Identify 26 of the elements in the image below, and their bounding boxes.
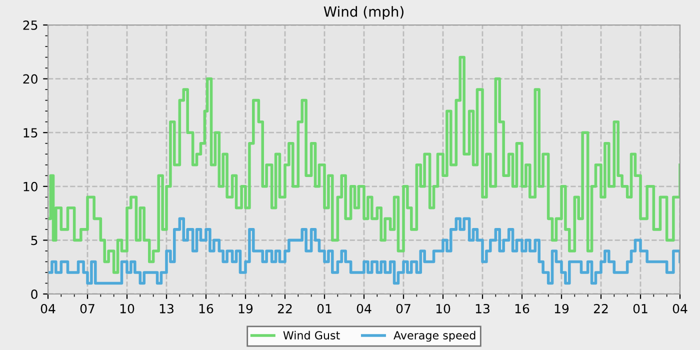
y-tick-label: 25 [23,20,38,30]
x-tick-label: 04 [672,304,688,314]
x-tick-label: 04 [40,304,56,314]
y-tick-label: 10 [24,182,38,192]
x-tick-label: 19 [238,304,253,314]
x-tick-label: 04 [356,304,372,314]
y-tick-label: 15 [24,128,38,138]
x-tick-label: 16 [515,304,530,314]
x-tick-label: 13 [476,304,490,314]
x-tick-label: 16 [199,304,214,314]
x-tick-label: 01 [633,304,648,314]
chart-title: Wind (mph) [324,6,404,20]
legend-label: Average speed [394,330,476,342]
x-tick-label: 22 [278,304,292,314]
y-tick-label: 20 [23,74,38,84]
x-tick-label: 22 [594,304,608,314]
x-tick-label: 10 [120,304,134,314]
x-tick-label: 07 [396,304,410,314]
x-tick-label: 01 [317,304,332,314]
x-tick-label: 19 [554,304,569,314]
x-tick-label: 10 [436,304,450,314]
y-tick-label: 0 [31,289,38,299]
x-tick-label: 07 [80,304,94,314]
y-tick-label: 5 [31,236,38,246]
legend-label: Wind Gust [283,330,340,340]
x-tick-label: 13 [160,304,174,314]
